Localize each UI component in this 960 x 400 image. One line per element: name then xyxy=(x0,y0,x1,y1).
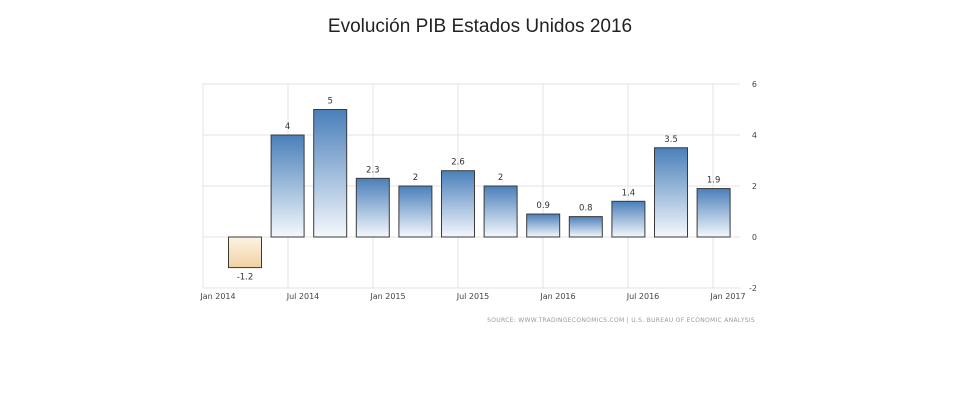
y-tick-label: 2 xyxy=(752,182,757,191)
x-tick-label: Jan 2016 xyxy=(539,292,575,301)
data-labels: -1.2 4 5 2.3 2 2.6 2 0.9 0.8 1.4 3.5 1.9 xyxy=(237,97,721,283)
bar xyxy=(611,200,646,238)
x-tick-label: Jul 2014 xyxy=(286,292,320,301)
data-label: 0.9 xyxy=(536,201,550,211)
data-label: 5 xyxy=(327,97,332,107)
bar xyxy=(313,109,348,238)
source-note: SOURCE: WWW.TRADINGECONOMICS.COM | U.S. … xyxy=(487,317,755,324)
x-tick-label: Jul 2016 xyxy=(626,292,660,301)
data-label: 3.5 xyxy=(664,135,678,145)
y-axis-ticks: 6 4 2 0 -2 xyxy=(749,80,757,293)
data-label: 2 xyxy=(498,173,503,183)
x-tick-label: Jul 2015 xyxy=(456,292,490,301)
data-label: 2.6 xyxy=(451,158,465,168)
y-tick-label: -2 xyxy=(749,284,757,293)
data-label: 1.4 xyxy=(622,188,636,198)
bar xyxy=(398,185,433,238)
bar xyxy=(526,213,561,238)
chart-title: Evolución PIB Estados Unidos 2016 xyxy=(327,16,633,37)
bar xyxy=(483,185,518,238)
bar xyxy=(355,177,390,238)
data-label: 0.8 xyxy=(579,204,593,214)
bar xyxy=(654,147,688,238)
bar xyxy=(568,216,603,238)
x-tick-label: Jan 2017 xyxy=(709,292,745,301)
y-tick-label: 0 xyxy=(752,233,757,242)
y-tick-label: 4 xyxy=(752,131,757,140)
x-tick-label: Jan 2015 xyxy=(369,292,405,301)
y-tick-label: 6 xyxy=(752,80,757,89)
bar xyxy=(228,236,262,269)
data-label: 4 xyxy=(285,122,290,132)
bar xyxy=(270,134,305,238)
bar xyxy=(696,188,731,238)
bars xyxy=(228,109,731,269)
x-axis-ticks: Jan 2014 Jul 2014 Jan 2015 Jul 2015 Jan 2016… xyxy=(199,292,745,301)
x-tick-label: Jan 2014 xyxy=(199,292,235,301)
data-label: 2 xyxy=(413,173,418,183)
data-label: -1.2 xyxy=(237,273,254,283)
data-label: 2.3 xyxy=(366,165,380,175)
bar xyxy=(441,170,475,238)
data-label: 1.9 xyxy=(707,176,721,186)
